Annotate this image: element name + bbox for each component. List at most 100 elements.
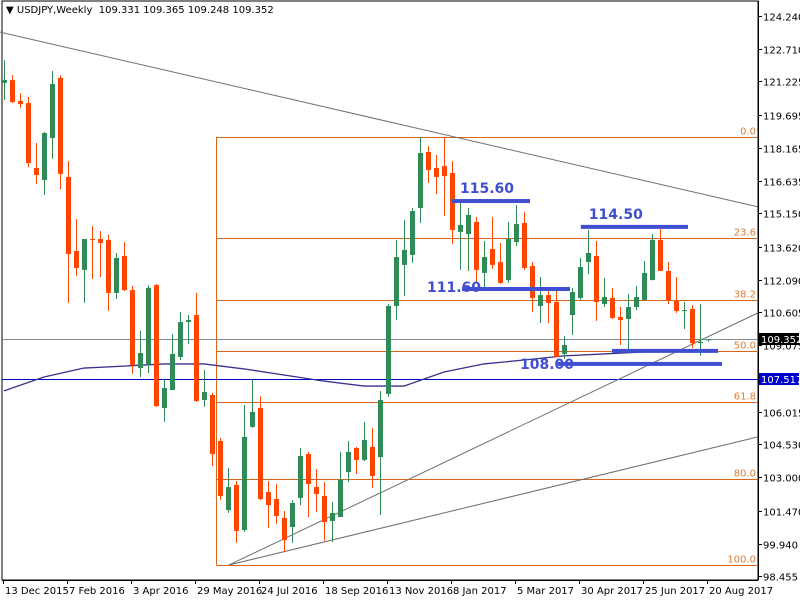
candle-bull[interactable] [386, 305, 391, 394]
candle-bear[interactable] [426, 151, 431, 170]
candle-bear[interactable] [322, 495, 327, 523]
candle-bull[interactable] [418, 153, 423, 208]
candle-bear[interactable] [530, 265, 535, 298]
candle-bull[interactable] [402, 249, 407, 265]
candle-bear[interactable] [522, 222, 527, 268]
candle-bull[interactable] [626, 307, 631, 319]
candle-bull[interactable] [202, 391, 207, 400]
candle-bull[interactable] [138, 353, 143, 369]
candle-bull[interactable] [114, 257, 119, 293]
candle-bear[interactable] [282, 517, 287, 541]
candle-bull[interactable] [226, 487, 231, 511]
time-tick-label: 25 Jun 2017 [645, 586, 705, 597]
candle-bull[interactable] [146, 287, 151, 364]
candle-bull[interactable] [330, 512, 335, 521]
candle-bull[interactable] [586, 252, 591, 263]
candle-bull[interactable] [642, 272, 647, 301]
candle-bull[interactable] [178, 322, 183, 357]
candle-bull[interactable] [338, 479, 343, 518]
annotation-line[interactable] [462, 286, 570, 291]
candle-bull[interactable] [538, 295, 543, 306]
candle-bear[interactable] [658, 239, 663, 271]
candle-bear[interactable] [674, 300, 679, 311]
candle-bull[interactable] [410, 211, 415, 255]
candle-bear[interactable] [490, 249, 495, 265]
candle-bear[interactable] [354, 447, 359, 460]
candle-bull[interactable] [602, 297, 607, 304]
candle-bear[interactable] [122, 255, 127, 291]
candle-bear[interactable] [26, 103, 31, 164]
candle-bull[interactable] [682, 310, 687, 312]
trendline-2[interactable] [228, 312, 759, 566]
candle-bull[interactable] [242, 436, 247, 531]
candle-bear[interactable] [66, 176, 71, 255]
candle-bull[interactable] [42, 133, 47, 180]
trendline-1[interactable] [0, 31, 759, 208]
candle-bear[interactable] [58, 77, 63, 174]
candle-bull[interactable] [482, 257, 487, 273]
candle-bear[interactable] [546, 295, 551, 303]
candle-bull[interactable] [346, 451, 351, 473]
candle-bull[interactable] [298, 456, 303, 498]
candle-bear[interactable] [130, 290, 135, 366]
candle-bull[interactable] [650, 239, 655, 281]
annotation-line[interactable] [580, 224, 688, 229]
candle-bear[interactable] [34, 168, 39, 175]
candle-bull[interactable] [458, 224, 463, 232]
candle-bear[interactable] [10, 80, 15, 103]
candle-bull[interactable] [506, 239, 511, 281]
candle-bull[interactable] [2, 80, 7, 83]
candle-bear[interactable] [90, 239, 95, 241]
candle-bull[interactable] [698, 341, 703, 344]
candle-bull[interactable] [466, 214, 471, 235]
triangle-down-icon[interactable]: ▼ [6, 5, 17, 16]
annotation-line[interactable] [452, 199, 530, 204]
candle-bull[interactable] [562, 345, 567, 354]
candle-bear[interactable] [266, 492, 271, 506]
candle-bear[interactable] [274, 499, 279, 516]
candle-bear[interactable] [18, 100, 23, 104]
candle-bear[interactable] [666, 270, 671, 301]
candle-bear[interactable] [154, 285, 159, 407]
candle-bull[interactable] [570, 292, 575, 316]
annotation-line[interactable] [612, 348, 718, 353]
candle-bull[interactable] [290, 502, 295, 528]
candle-bull[interactable] [394, 257, 399, 306]
candle-bear[interactable] [474, 221, 479, 270]
candle-bull[interactable] [706, 339, 711, 341]
candle-bull[interactable] [578, 267, 583, 298]
candle-bear[interactable] [370, 446, 375, 476]
candle-bear[interactable] [210, 394, 215, 455]
candle-bull[interactable] [378, 399, 383, 458]
candle-bear[interactable] [498, 262, 503, 283]
candle-bear[interactable] [434, 168, 439, 177]
candle-bear[interactable] [314, 487, 319, 495]
candle-bear[interactable] [610, 297, 615, 318]
candle-bull[interactable] [82, 239, 87, 270]
candle-bull[interactable] [514, 224, 519, 243]
candle-bull[interactable] [186, 320, 191, 323]
candle-bear[interactable] [306, 454, 311, 485]
candle-bear[interactable] [106, 239, 111, 293]
candle-bull[interactable] [634, 297, 639, 308]
price-tick-label: 99.940 [763, 541, 798, 552]
candle-bear[interactable] [594, 255, 599, 303]
candle-bear[interactable] [218, 441, 223, 496]
candle-bear[interactable] [74, 250, 79, 268]
candle-bear[interactable] [618, 317, 623, 321]
candle-bear[interactable] [234, 484, 239, 531]
candle-bear[interactable] [554, 302, 559, 357]
candle-bull[interactable] [250, 411, 255, 427]
annotation-line[interactable] [558, 361, 722, 366]
candle-bear[interactable] [194, 315, 199, 402]
candle-bull[interactable] [50, 83, 55, 139]
candle-bull[interactable] [170, 353, 175, 390]
candle-bear[interactable] [690, 308, 695, 344]
candle-bear[interactable] [258, 408, 263, 500]
candle-bull[interactable] [362, 439, 367, 460]
trendline-3[interactable] [228, 436, 759, 566]
candle-bear[interactable] [98, 239, 103, 243]
candle-bear[interactable] [442, 166, 447, 177]
candle-bull[interactable] [162, 388, 167, 409]
